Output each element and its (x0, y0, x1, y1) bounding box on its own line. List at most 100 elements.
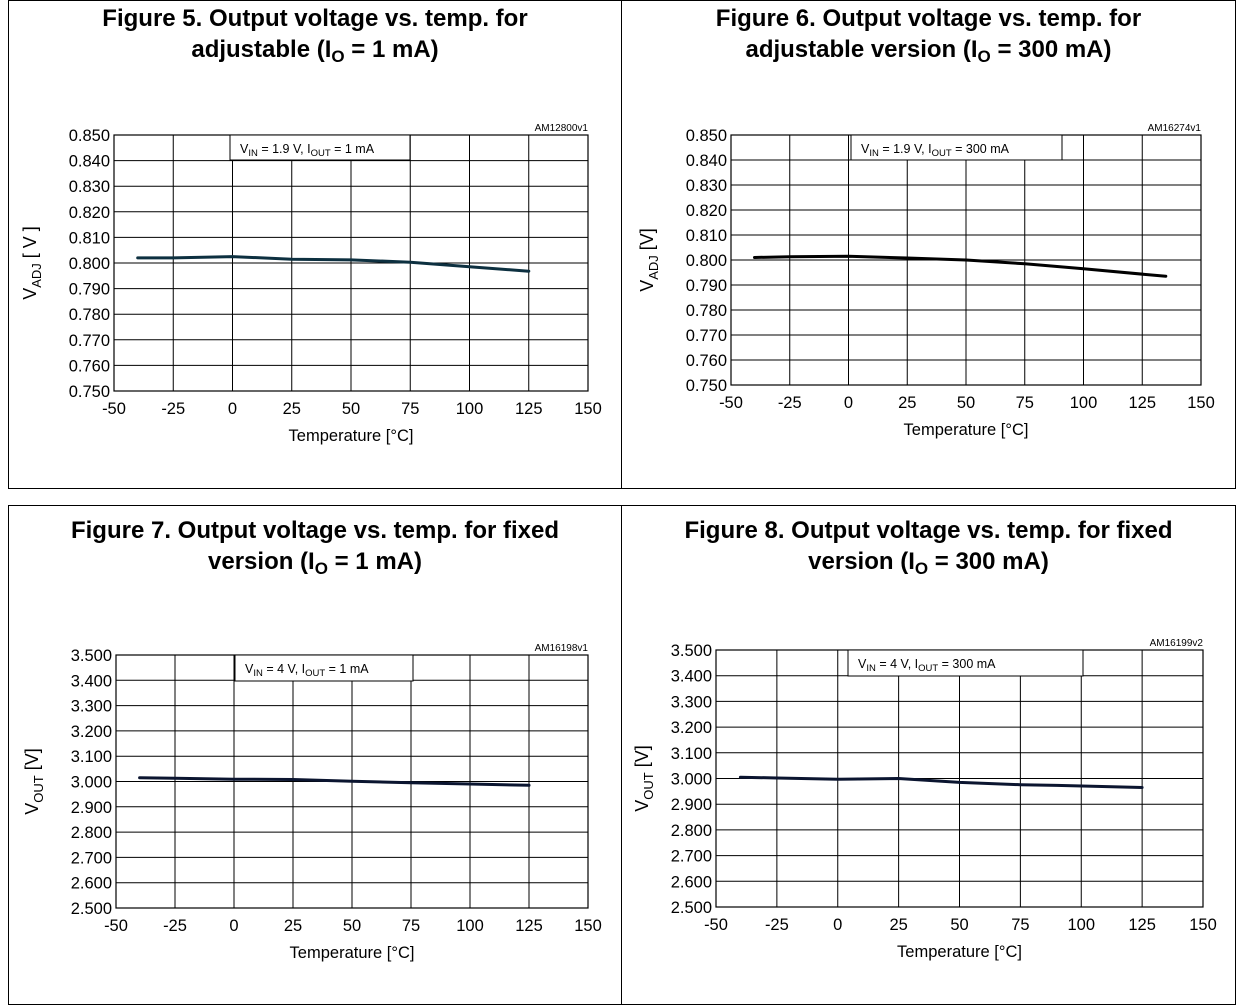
figure-panel-8: Figure 8. Output voltage vs. temp. for f… (621, 505, 1236, 1005)
y-tick-label: 2.900 (71, 799, 112, 817)
x-tick-label: 0 (229, 917, 238, 935)
y-tick-label: 0.820 (686, 202, 727, 220)
x-tick-label: 100 (456, 917, 484, 935)
y-tick-label: 0.750 (686, 377, 727, 395)
y-tick-label: 0.790 (69, 281, 110, 299)
y-tick-label: 3.400 (671, 668, 712, 686)
y-tick-label: 3.100 (71, 748, 112, 766)
x-tick-label: 100 (1070, 394, 1098, 412)
condition-text: VIN = 4 V, IOUT = 1 mA (245, 662, 369, 679)
y-tick-label: 0.790 (686, 277, 727, 295)
figure-panel-5: Figure 5. Output voltage vs. temp. for a… (8, 0, 622, 489)
y-tick-label: 2.800 (671, 822, 712, 840)
x-tick-label: 25 (284, 917, 302, 935)
x-tick-label: 150 (1189, 916, 1217, 934)
y-tick-label: 0.780 (69, 306, 110, 324)
y-tick-label: 2.800 (71, 824, 112, 842)
x-tick-label: 25 (283, 400, 301, 418)
figure-title-line2: version (IO = 1 mA) (208, 548, 422, 578)
figure-code: AM16274v1 (1148, 123, 1202, 134)
x-axis-label: Temperature [°C] (904, 421, 1029, 439)
x-tick-label: -50 (102, 400, 126, 418)
y-axis-label: VOUT [V] (22, 748, 46, 814)
y-tick-label: 3.000 (71, 774, 112, 792)
figure-title-line2: version (IO = 300 mA) (808, 548, 1049, 578)
y-tick-label: 2.700 (671, 848, 712, 866)
x-tick-label: 25 (889, 916, 907, 934)
y-axis-label: VOUT [V] (632, 745, 656, 811)
y-tick-label: 0.760 (686, 352, 727, 370)
x-tick-label: 0 (228, 400, 237, 418)
x-tick-label: 75 (1011, 916, 1029, 934)
y-tick-label: 0.830 (69, 178, 110, 196)
y-tick-label: 2.700 (71, 849, 112, 867)
x-tick-label: -50 (704, 916, 728, 934)
series-line (753, 254, 1168, 278)
y-tick-label: 0.810 (69, 229, 110, 247)
y-tick-label: 0.760 (69, 357, 110, 375)
figure-panel-6: Figure 6. Output voltage vs. temp. for a… (621, 0, 1236, 489)
x-axis-label: Temperature [°C] (290, 944, 415, 962)
figure-title-line2: adjustable version (IO = 300 mA) (745, 36, 1112, 66)
condition-text: VIN = 1.9 V, IOUT = 300 mA (861, 142, 1010, 159)
figure-title: Figure 7. Output voltage vs. temp. for f… (9, 515, 621, 577)
series-line (136, 255, 531, 273)
y-tick-label: 0.770 (69, 332, 110, 350)
figure-code: AM16199v2 (1150, 638, 1204, 649)
x-axis-label: Temperature [°C] (289, 427, 414, 445)
figure-panel-7: Figure 7. Output voltage vs. temp. for f… (8, 505, 622, 1005)
x-tick-label: -50 (719, 394, 743, 412)
figure-title-line1: Figure 5. Output voltage vs. temp. for (102, 5, 528, 32)
y-tick-label: 0.780 (686, 302, 727, 320)
y-tick-label: 0.830 (686, 177, 727, 195)
condition-box (850, 134, 1063, 161)
series-line (138, 776, 531, 787)
y-axis-label: VADJ [V] (637, 228, 661, 292)
y-tick-label: 3.500 (71, 647, 112, 665)
condition-text: VIN = 1.9 V, IOUT = 1 mA (240, 142, 375, 159)
y-tick-label: 3.200 (71, 723, 112, 741)
x-tick-label: 125 (1128, 916, 1156, 934)
y-tick-label: 0.850 (686, 127, 727, 145)
y-tick-label: 0.850 (69, 127, 110, 145)
x-tick-label: 150 (574, 400, 602, 418)
x-tick-label: 125 (1128, 394, 1156, 412)
x-tick-label: -25 (163, 917, 187, 935)
figure-title: Figure 8. Output voltage vs. temp. for f… (622, 515, 1235, 577)
x-axis-label: Temperature [°C] (897, 943, 1022, 961)
figure-title-line2: adjustable (IO = 1 mA) (191, 36, 439, 66)
x-tick-label: -25 (778, 394, 802, 412)
y-tick-label: 2.900 (671, 796, 712, 814)
x-tick-label: 150 (1187, 394, 1215, 412)
x-tick-label: 75 (401, 400, 419, 418)
figure-code: AM12800v1 (535, 123, 589, 134)
x-tick-label: 50 (342, 400, 360, 418)
y-tick-label: 2.600 (71, 875, 112, 893)
x-tick-label: 25 (898, 394, 916, 412)
x-tick-label: -25 (765, 916, 789, 934)
y-tick-label: 0.800 (686, 252, 727, 270)
x-tick-label: 125 (515, 400, 543, 418)
x-tick-label: -25 (161, 400, 185, 418)
x-tick-label: 50 (950, 916, 968, 934)
y-axis-label: VADJ [ V ] (20, 226, 44, 300)
y-tick-label: 0.840 (686, 152, 727, 170)
figure-code: AM16198v1 (535, 643, 589, 654)
y-tick-label: 3.000 (671, 771, 712, 789)
y-tick-label: 2.500 (71, 900, 112, 918)
y-tick-label: 0.750 (69, 383, 110, 401)
x-tick-label: 50 (957, 394, 975, 412)
y-tick-label: 3.100 (671, 745, 712, 763)
figure-title-line1: Figure 7. Output voltage vs. temp. for f… (70, 517, 560, 544)
condition-box (847, 649, 1084, 677)
figure-title: Figure 6. Output voltage vs. temp. for a… (622, 3, 1235, 65)
y-tick-label: 3.200 (671, 719, 712, 737)
y-tick-label: 0.800 (69, 255, 110, 273)
y-tick-label: 0.770 (686, 327, 727, 345)
y-tick-label: 0.810 (686, 227, 727, 245)
y-tick-label: 0.840 (69, 153, 110, 171)
x-tick-label: 75 (1016, 394, 1034, 412)
x-tick-label: 150 (574, 917, 602, 935)
condition-text: VIN = 4 V, IOUT = 300 mA (858, 657, 996, 674)
x-tick-label: 100 (1067, 916, 1095, 934)
